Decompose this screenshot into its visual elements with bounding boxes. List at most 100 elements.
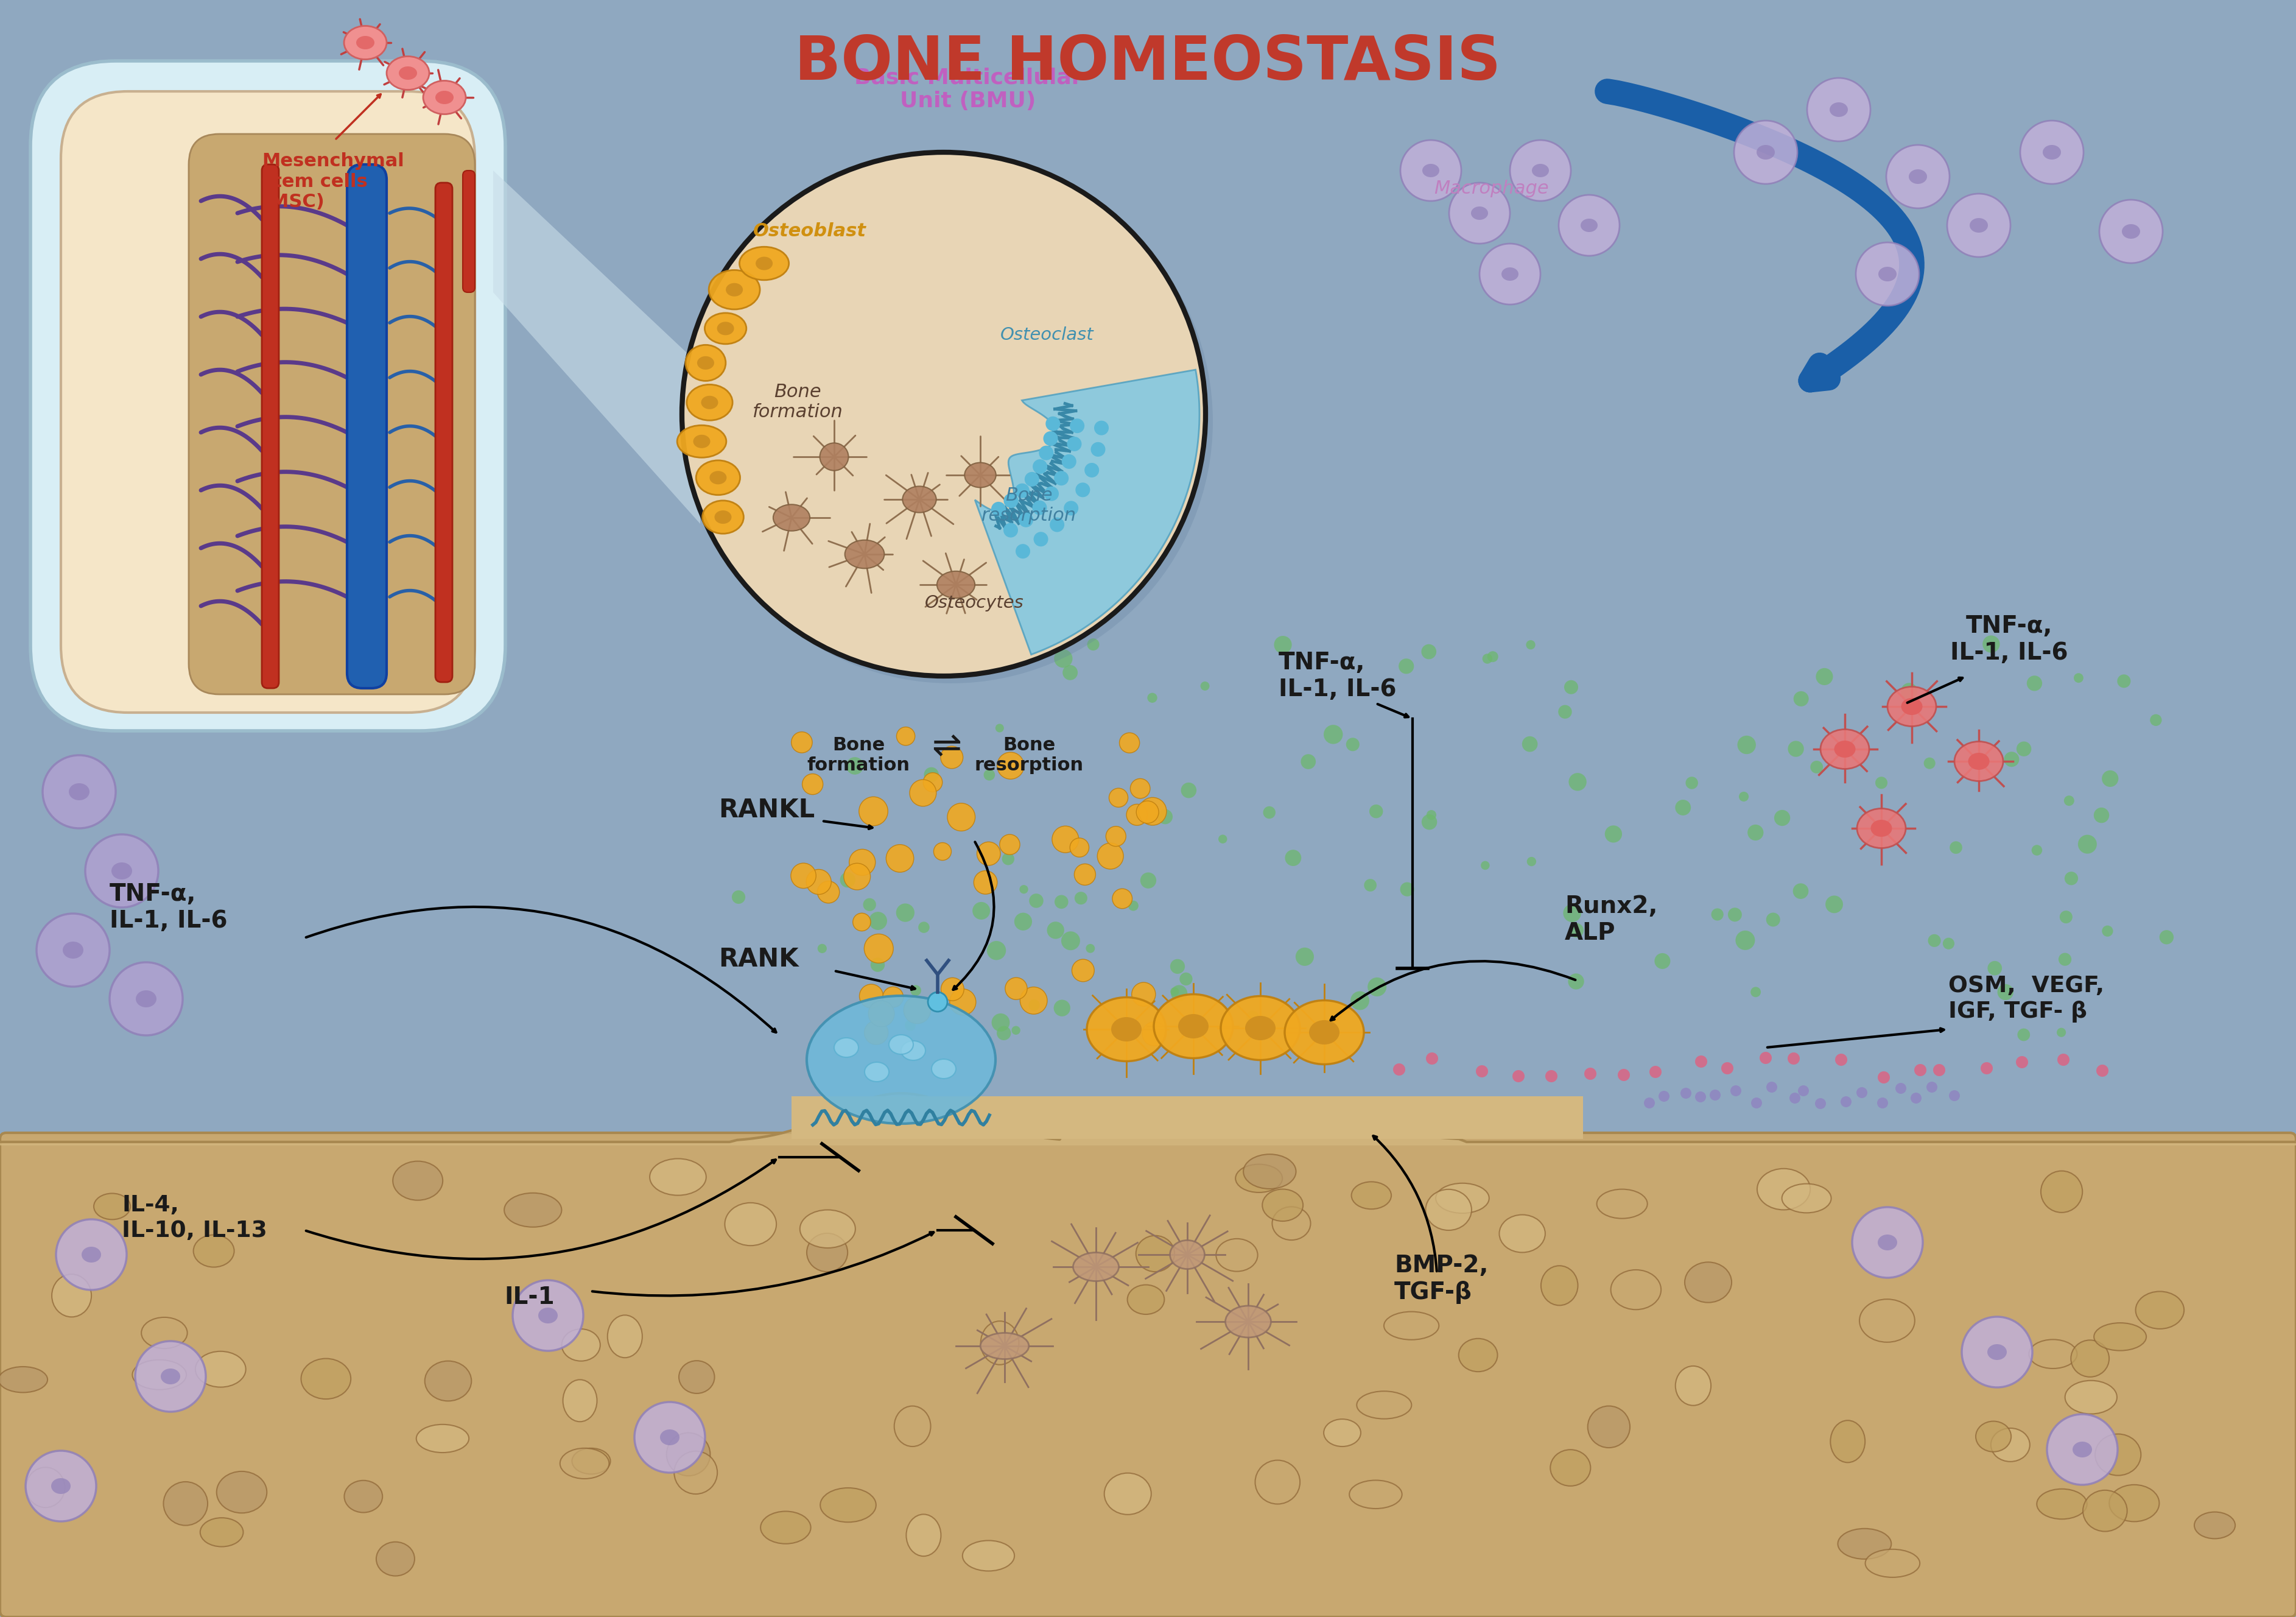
- Circle shape: [1988, 960, 2002, 975]
- Ellipse shape: [2094, 1323, 2147, 1350]
- Circle shape: [1015, 912, 1031, 930]
- Circle shape: [1019, 884, 1029, 894]
- Circle shape: [992, 1014, 1010, 1032]
- Ellipse shape: [1968, 754, 1988, 770]
- Circle shape: [2101, 925, 2112, 936]
- Circle shape: [2096, 1064, 2108, 1077]
- Ellipse shape: [1991, 1428, 2030, 1462]
- Circle shape: [1033, 459, 1047, 474]
- Circle shape: [843, 863, 870, 889]
- Circle shape: [1527, 640, 1536, 650]
- Text: OSM,  VEGF,
IGF, TGF- β: OSM, VEGF, IGF, TGF- β: [1949, 975, 2105, 1022]
- Ellipse shape: [377, 1543, 416, 1577]
- FancyBboxPatch shape: [0, 1134, 2296, 1617]
- Circle shape: [1926, 1082, 1938, 1093]
- Circle shape: [1180, 783, 1196, 799]
- Circle shape: [1201, 681, 1210, 690]
- Ellipse shape: [113, 862, 133, 880]
- Ellipse shape: [893, 1407, 930, 1447]
- FancyBboxPatch shape: [30, 61, 505, 731]
- Ellipse shape: [1864, 1549, 1919, 1577]
- Circle shape: [1286, 849, 1302, 867]
- Circle shape: [1876, 776, 1887, 789]
- Circle shape: [2117, 674, 2131, 687]
- Ellipse shape: [900, 1041, 925, 1061]
- Circle shape: [2094, 807, 2110, 823]
- Ellipse shape: [1531, 163, 1550, 178]
- Ellipse shape: [1178, 1014, 1208, 1038]
- Circle shape: [1086, 639, 1100, 650]
- Circle shape: [2161, 930, 2174, 944]
- Text: BONE HOMEOSTASIS: BONE HOMEOSTASIS: [794, 34, 1502, 92]
- Ellipse shape: [436, 91, 455, 103]
- Circle shape: [1736, 930, 1754, 951]
- Circle shape: [25, 1450, 96, 1522]
- Circle shape: [1545, 1070, 1557, 1082]
- Circle shape: [2149, 715, 2163, 726]
- Ellipse shape: [356, 36, 374, 50]
- Ellipse shape: [687, 344, 726, 382]
- Text: Osteocytes: Osteocytes: [925, 595, 1024, 611]
- Circle shape: [1981, 1062, 1993, 1074]
- Circle shape: [1421, 815, 1437, 830]
- Ellipse shape: [1676, 1366, 1711, 1405]
- Ellipse shape: [537, 1308, 558, 1323]
- Ellipse shape: [1685, 1263, 1731, 1303]
- Circle shape: [840, 872, 856, 888]
- Circle shape: [1345, 737, 1359, 752]
- Ellipse shape: [820, 443, 850, 471]
- Circle shape: [928, 993, 948, 1012]
- Circle shape: [1029, 999, 1040, 1011]
- Ellipse shape: [1878, 267, 1896, 281]
- Circle shape: [1681, 1088, 1692, 1098]
- Ellipse shape: [1352, 1182, 1391, 1210]
- Circle shape: [895, 904, 914, 922]
- Circle shape: [905, 1020, 916, 1032]
- Circle shape: [1981, 635, 2000, 653]
- Circle shape: [1029, 894, 1042, 907]
- Circle shape: [1054, 650, 1072, 668]
- Circle shape: [1729, 907, 1743, 922]
- Ellipse shape: [1086, 998, 1166, 1061]
- Circle shape: [1649, 1066, 1662, 1079]
- Ellipse shape: [572, 1449, 611, 1475]
- Circle shape: [1522, 736, 1538, 752]
- Circle shape: [996, 1027, 1010, 1040]
- Ellipse shape: [135, 990, 156, 1007]
- Circle shape: [1038, 446, 1054, 461]
- Circle shape: [37, 914, 110, 986]
- Circle shape: [1722, 1062, 1733, 1074]
- Ellipse shape: [1421, 163, 1440, 178]
- Circle shape: [1807, 78, 1871, 141]
- Text: Runx2,
ALP: Runx2, ALP: [1566, 894, 1658, 944]
- Circle shape: [1809, 760, 1823, 773]
- Ellipse shape: [716, 322, 735, 335]
- Circle shape: [974, 870, 996, 894]
- Circle shape: [1127, 804, 1148, 825]
- Text: ⇌: ⇌: [932, 729, 962, 763]
- Circle shape: [110, 962, 184, 1035]
- Ellipse shape: [703, 501, 744, 534]
- Circle shape: [2073, 673, 2082, 682]
- Ellipse shape: [677, 425, 726, 458]
- FancyBboxPatch shape: [262, 165, 278, 689]
- Ellipse shape: [1830, 102, 1848, 116]
- Circle shape: [1961, 1316, 2032, 1387]
- Ellipse shape: [845, 540, 884, 569]
- Circle shape: [732, 891, 746, 904]
- Ellipse shape: [1104, 1473, 1150, 1515]
- Ellipse shape: [2030, 1339, 2078, 1368]
- Ellipse shape: [1272, 1206, 1311, 1240]
- FancyBboxPatch shape: [464, 170, 475, 293]
- Ellipse shape: [2041, 1171, 2082, 1213]
- Ellipse shape: [889, 1035, 914, 1054]
- Circle shape: [909, 985, 921, 996]
- Circle shape: [1841, 1096, 1851, 1108]
- Ellipse shape: [700, 396, 719, 409]
- Circle shape: [1171, 988, 1178, 996]
- Circle shape: [1015, 483, 1029, 498]
- Circle shape: [1219, 834, 1226, 844]
- Ellipse shape: [2037, 1489, 2087, 1518]
- Ellipse shape: [1857, 808, 1906, 847]
- Ellipse shape: [1426, 1190, 1472, 1231]
